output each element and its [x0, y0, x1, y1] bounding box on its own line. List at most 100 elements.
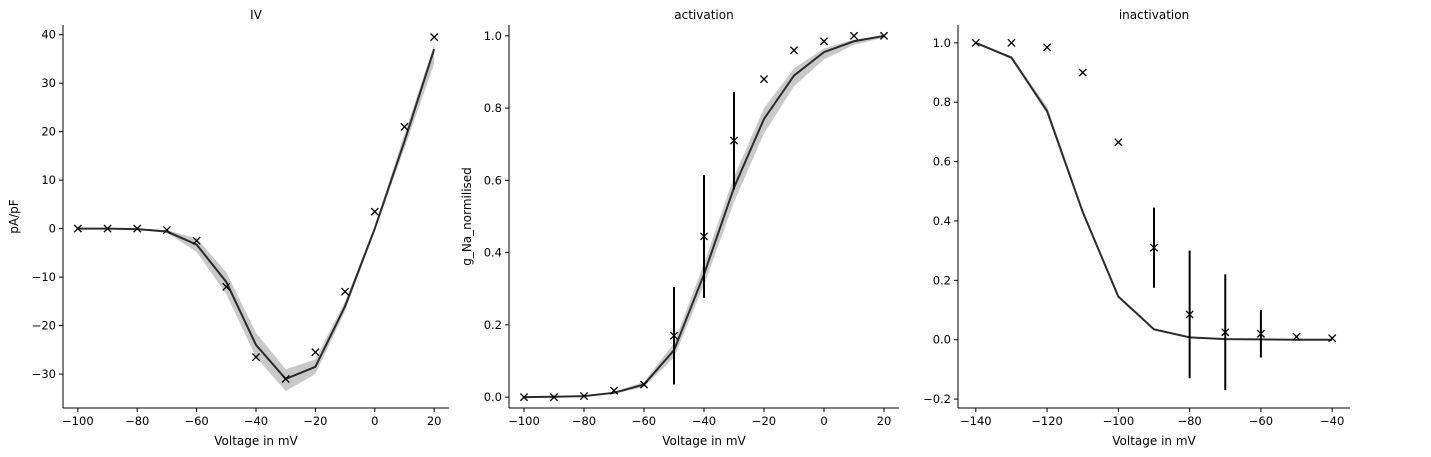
- marker-stroke: [1149, 243, 1159, 252]
- marker-stroke: [971, 38, 980, 47]
- activation-chart: activation −100 −80 −60 −40 −20 0 20 0.0 0.2 0.4 0.…: [460, 8, 899, 448]
- marker-stroke: [819, 37, 829, 46]
- inactivation-x-tick-label: −60: [1249, 414, 1273, 428]
- marker-stroke: [370, 207, 379, 216]
- iv-data-point: [370, 207, 379, 216]
- iv-confidence-band: [77, 44, 435, 392]
- marker-stroke: [639, 380, 649, 389]
- marker-stroke: [162, 226, 171, 235]
- marker-stroke: [849, 31, 859, 40]
- inactivation-data-point: [1149, 243, 1159, 252]
- marker-stroke: [759, 75, 769, 84]
- iv-y-axis-title: pA/pF: [7, 199, 21, 233]
- activation-data-point: [519, 393, 529, 402]
- inactivation-data-point: [1078, 68, 1087, 77]
- inactivation-title: inactivation: [1119, 8, 1189, 22]
- inactivation-fit-line: [975, 41, 1333, 341]
- marker-stroke: [1328, 334, 1337, 343]
- iv-fit-line: [77, 48, 436, 381]
- iv-x-tick-label: −100: [62, 414, 94, 428]
- inactivation-data-point: [1185, 310, 1194, 319]
- marker-stroke: [519, 393, 529, 402]
- activation-data-point: [579, 392, 589, 401]
- marker-stroke: [400, 122, 409, 131]
- marker-stroke: [133, 224, 142, 233]
- inactivation-y-tick-label: 0.4: [933, 214, 951, 228]
- inactivation-y-tick-label: 1.0: [933, 36, 951, 50]
- inactivation-x-tick-label: −140: [960, 414, 992, 428]
- activation-y-tick-label: 1.0: [484, 29, 502, 43]
- inactivation-y-tick-label: −0.2: [923, 392, 951, 406]
- inactivation-data-point: [1114, 138, 1123, 147]
- activation-data-point: [729, 136, 739, 145]
- inactivation-y-tick-label: 0.2: [933, 273, 951, 287]
- iv-x-tick-label: −80: [125, 414, 149, 428]
- iv-data-point: [73, 224, 82, 233]
- inactivation-data-point: [1292, 332, 1301, 341]
- inactivation-x-tick-label: −40: [1320, 414, 1344, 428]
- activation-x-tick-label: −60: [632, 414, 656, 428]
- inactivation-y-tick-label: 0.8: [933, 95, 951, 109]
- iv-data-point: [133, 224, 142, 233]
- marker-stroke: [1292, 332, 1301, 341]
- activation-y-tick-label: 0.0: [484, 390, 502, 404]
- inactivation-data-point: [971, 38, 980, 47]
- inactivation-x-tick-label: −80: [1177, 414, 1201, 428]
- activation-data-point: [759, 75, 769, 84]
- marker-stroke: [1185, 310, 1194, 319]
- iv-data-point: [400, 122, 409, 131]
- iv-x-axis-title: Voltage in mV: [214, 434, 298, 448]
- activation-x-tick-label: −40: [692, 414, 716, 428]
- iv-data-point: [251, 353, 261, 362]
- marker-stroke: [729, 136, 739, 145]
- activation-data-point: [639, 380, 649, 389]
- inactivation-y-tick-label: 0.6: [933, 155, 951, 169]
- activation-y-tick-label: 0.4: [484, 246, 502, 260]
- inactivation-x-tick-label: −120: [1031, 414, 1063, 428]
- iv-data-point: [162, 226, 171, 235]
- marker-stroke: [579, 392, 589, 401]
- activation-y-tick-label: 0.6: [484, 173, 502, 187]
- activation-x-tick-label: −20: [752, 414, 776, 428]
- marker-stroke: [609, 386, 619, 395]
- marker-stroke: [281, 374, 290, 383]
- iv-y-tick-label: 10: [41, 173, 56, 187]
- marker-stroke: [1043, 43, 1052, 52]
- iv-data-point: [222, 282, 231, 291]
- iv-y-tick-label: 30: [41, 76, 56, 90]
- activation-data-point: [879, 31, 889, 40]
- activation-x-axis-title: Voltage in mV: [662, 434, 746, 448]
- iv-data-point: [341, 287, 350, 296]
- activation-title: activation: [674, 8, 733, 22]
- iv-x-tick-label: −60: [184, 414, 208, 428]
- iv-y-tick-label: −30: [32, 367, 56, 381]
- activation-y-axis-title: g_Na_normilised: [460, 167, 474, 266]
- activation-x-tick-label: 0: [820, 414, 827, 428]
- iv-y-tick-label: −10: [32, 270, 56, 284]
- marker-stroke: [341, 287, 350, 296]
- inactivation-data-point: [1007, 38, 1016, 47]
- marker-stroke: [73, 224, 82, 233]
- marker-stroke: [251, 353, 261, 362]
- marker-stroke: [669, 331, 679, 340]
- iv-data-point: [281, 374, 290, 383]
- activation-data-point: [669, 331, 679, 340]
- iv-y-tick-label: 20: [41, 125, 56, 139]
- iv-y-tick-label: 40: [41, 28, 56, 42]
- marker-stroke: [549, 393, 559, 402]
- marker-stroke: [879, 31, 889, 40]
- activation-y-tick-label: 0.8: [484, 101, 502, 115]
- marker-stroke: [1078, 68, 1087, 77]
- marker-stroke: [789, 46, 799, 55]
- marker-stroke: [103, 224, 112, 233]
- inactivation-data-point: [1043, 43, 1052, 52]
- iv-data-point: [192, 236, 201, 245]
- marker-stroke: [699, 232, 709, 241]
- iv-chart: IV−100 −80 −60 −40 −20 0 20−30−20−10010203040V…: [7, 8, 449, 448]
- iv-x-tick-label: −20: [303, 414, 327, 428]
- activation-data-point: [819, 37, 829, 46]
- activation-data-point: [789, 46, 799, 55]
- activation-x-tick-label: −80: [572, 414, 596, 428]
- iv-title: IV: [250, 8, 263, 22]
